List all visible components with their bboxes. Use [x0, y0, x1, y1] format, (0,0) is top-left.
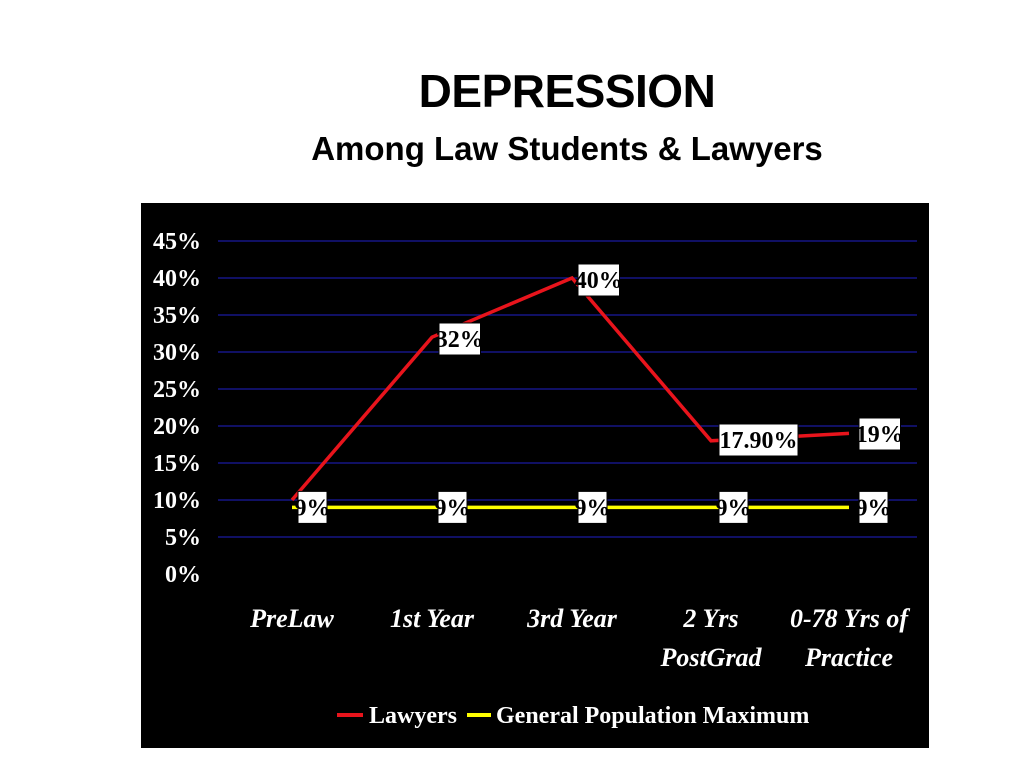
data-label-lawyers: 40% [575, 263, 623, 297]
data-label-lawyers: 17.90% [718, 423, 799, 457]
y-tick-label: 10% [153, 488, 201, 514]
y-tick-label: 20% [153, 414, 201, 440]
x-tick-label: PreLaw [249, 604, 334, 633]
y-tick-label: 35% [153, 303, 201, 329]
y-tick-label: 25% [153, 377, 201, 403]
legend-label-lawyers: Lawyers [369, 703, 457, 729]
y-tick-label: 30% [153, 340, 201, 366]
x-tick-label: 0-78 Yrs of Practice [790, 604, 910, 672]
data-label-general-population: 9% [295, 490, 331, 524]
legend-label-general-population: General Population Maximum [496, 703, 809, 729]
svg-text:9%: 9% [295, 495, 331, 521]
svg-text:19%: 19% [856, 422, 904, 448]
data-label-general-population: 9% [435, 490, 471, 524]
svg-text:9%: 9% [856, 495, 892, 521]
svg-text:32%: 32% [436, 327, 484, 353]
chart-subtitle: Among Law Students & Lawyers [311, 130, 823, 167]
data-label-general-population: 9% [575, 490, 611, 524]
data-label-general-population: 9% [716, 490, 752, 524]
y-tick-label: 0% [165, 562, 201, 588]
y-tick-label: 5% [165, 525, 201, 551]
chart-panel: 0% 5% 10% 15% 20% 25% 30% 35% 40% 45% PreLaw 1st Ye… [141, 203, 929, 748]
line-chart: 0% 5% 10% 15% 20% 25% 30% 35% 40% 45% PreLaw 1st Ye… [153, 229, 917, 729]
y-tick-label: 40% [153, 266, 201, 292]
data-label-general-population: 9% [856, 490, 892, 524]
x-tick-label: 3rd Year [526, 604, 618, 633]
chart-title: DEPRESSION [418, 65, 716, 117]
svg-text:40%: 40% [575, 268, 623, 294]
svg-text:9%: 9% [575, 495, 611, 521]
data-label-lawyers: 32% [436, 322, 484, 356]
data-label-lawyers: 19% [856, 417, 904, 451]
svg-text:9%: 9% [716, 495, 752, 521]
x-tick-label: 1st Year [390, 604, 475, 633]
y-tick-label: 45% [153, 229, 201, 255]
svg-text:17.90%: 17.90% [720, 428, 798, 454]
x-tick-label: 2 Yrs PostGrad [659, 604, 762, 672]
y-tick-label: 15% [153, 451, 201, 477]
svg-text:9%: 9% [435, 495, 471, 521]
